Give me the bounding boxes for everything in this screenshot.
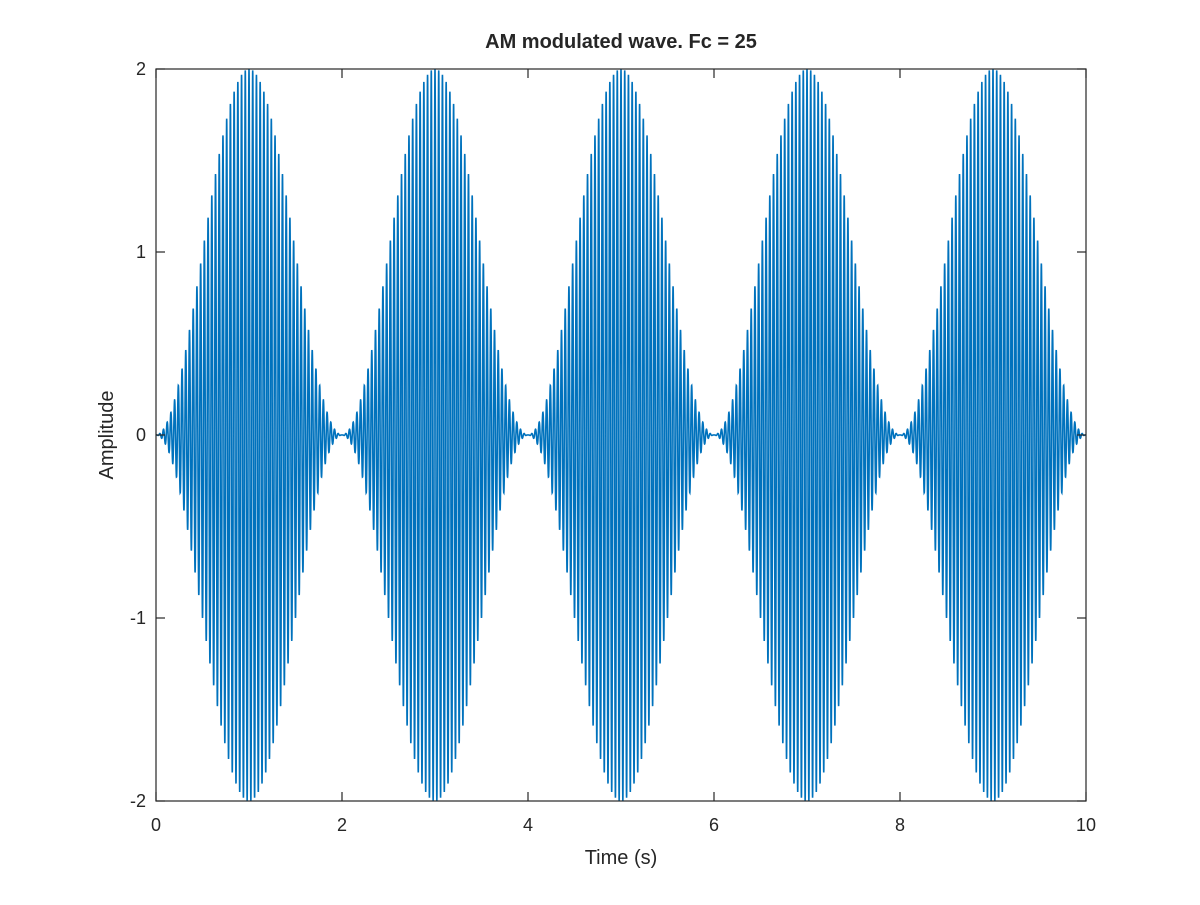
tick-layer: 0 2 4 6 8 10 -2 -1 0 1 2 (130, 59, 1096, 835)
y-tick-label: -1 (130, 608, 146, 628)
x-tick-label: 0 (151, 815, 161, 835)
y-axis-label: Amplitude (96, 391, 118, 480)
y-tick-label: 0 (136, 425, 146, 445)
y-tick-label: 1 (136, 242, 146, 262)
x-tick-label: 10 (1076, 815, 1096, 835)
x-axis-label: Time (s) (585, 847, 658, 869)
y-tick-label: 2 (136, 59, 146, 79)
x-tick-label: 2 (337, 815, 347, 835)
x-tick-label: 6 (709, 815, 719, 835)
chart-title: AM modulated wave. Fc = 25 (485, 31, 757, 53)
x-tick-label: 8 (895, 815, 905, 835)
y-tick-label: -2 (130, 791, 146, 811)
x-tick-label: 4 (523, 815, 533, 835)
